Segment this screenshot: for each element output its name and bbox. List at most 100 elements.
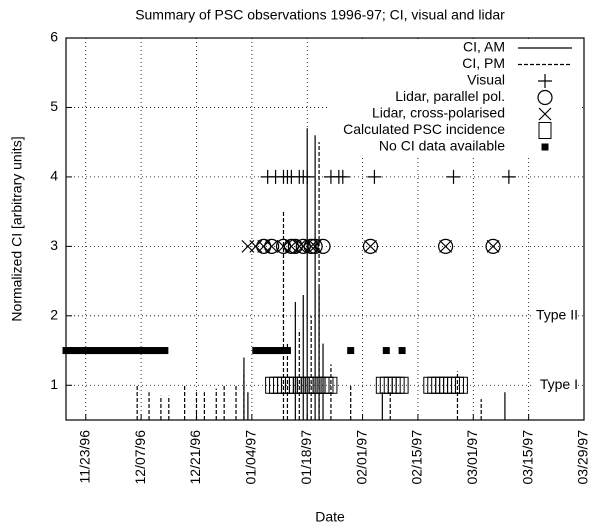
legend-swatch <box>538 74 552 88</box>
filled-square-marker <box>86 347 94 355</box>
y-axis-label: Normalized CI [arbitrary units] <box>9 136 25 321</box>
filled-square-marker <box>66 347 74 355</box>
filled-square-marker <box>256 347 264 355</box>
cross-marker <box>292 239 306 253</box>
square-marker <box>265 376 279 394</box>
circle-marker <box>485 238 501 254</box>
filled-square-marker <box>117 347 125 355</box>
square-marker <box>454 376 468 394</box>
filled-square-marker <box>141 347 149 355</box>
filled-square-marker <box>133 347 141 355</box>
filled-square-marker <box>153 347 161 355</box>
circle-marker <box>307 238 323 254</box>
filled-square-marker <box>94 347 102 355</box>
filled-square-marker <box>121 347 129 355</box>
y-tick-label: 4 <box>50 168 58 184</box>
filled-square-marker <box>279 347 287 355</box>
square-marker <box>269 376 283 394</box>
annotation: Type I <box>540 376 578 392</box>
filled-square-marker <box>347 347 355 355</box>
cross-marker <box>364 239 377 253</box>
plot-frame <box>65 37 585 421</box>
filled-square-marker <box>129 347 137 355</box>
filled-square-marker <box>276 347 284 355</box>
plus-marker <box>335 169 350 184</box>
circle-marker <box>438 238 454 254</box>
plus-marker <box>501 169 516 184</box>
plus-marker <box>300 169 315 184</box>
filled-square-marker <box>264 347 272 355</box>
filled-square-marker <box>260 347 268 355</box>
square-marker <box>280 376 294 394</box>
legend-label: No CI data available <box>379 138 505 154</box>
x-tick-label: 12/21/96 <box>187 430 203 485</box>
circle-marker <box>283 238 299 254</box>
filled-square-marker <box>74 347 82 355</box>
legend-swatch <box>537 89 553 106</box>
y-tick-label: 2 <box>50 307 58 323</box>
filled-square-marker <box>90 347 98 355</box>
filled-square-marker <box>149 347 157 355</box>
square-marker <box>439 376 453 394</box>
square-marker <box>276 376 290 394</box>
filled-square-marker <box>82 347 90 355</box>
circle-marker <box>315 238 331 254</box>
filled-square-marker <box>109 347 117 355</box>
filled-square-marker <box>161 347 169 355</box>
legend-label: Calculated PSC incidence <box>343 121 505 137</box>
square-marker <box>395 376 409 394</box>
filled-square-marker <box>145 347 153 355</box>
legend-swatch <box>538 122 552 139</box>
circle-marker <box>264 238 280 254</box>
filled-square-marker <box>78 347 86 355</box>
filled-square-marker <box>137 347 145 355</box>
square-marker <box>324 376 338 394</box>
legend-label: Lidar, parallel pol. <box>395 88 505 104</box>
filled-square-marker <box>272 347 280 355</box>
annotation-bg <box>532 377 578 394</box>
square-marker <box>447 376 461 394</box>
circle-marker <box>256 238 272 254</box>
filled-square-marker <box>70 347 78 355</box>
cross-marker <box>439 239 453 253</box>
square-marker <box>450 376 464 394</box>
y-tick-label: 6 <box>50 29 58 45</box>
legend-label: CI, AM <box>463 39 505 55</box>
square-marker <box>427 376 441 394</box>
x-tick-label: 12/07/96 <box>132 430 148 485</box>
circle-marker <box>303 238 319 254</box>
square-marker <box>423 376 437 394</box>
x-tick-label: 03/15/97 <box>519 430 535 485</box>
cross-marker <box>486 239 500 253</box>
circle-marker <box>287 238 303 254</box>
filled-square-marker <box>382 347 390 355</box>
filled-square-marker <box>102 347 110 355</box>
plus-marker <box>446 169 461 184</box>
filled-square-marker <box>268 347 276 355</box>
x-axis-label: Date <box>315 509 345 525</box>
filled-square-marker <box>62 347 70 355</box>
legend-label: Visual <box>467 72 505 88</box>
x-tick-label: 01/04/97 <box>243 430 259 485</box>
x-tick-label: 03/01/97 <box>464 430 480 485</box>
filled-square-marker <box>398 347 406 355</box>
x-tick-label: 02/15/97 <box>409 430 425 485</box>
chart-title: Summary of PSC observations 1996-97; CI,… <box>135 7 505 23</box>
legend-bg <box>330 40 582 156</box>
y-tick-label: 3 <box>50 237 58 253</box>
cross-marker <box>265 239 279 253</box>
cross-marker <box>308 239 322 253</box>
annotation: Type II <box>536 307 578 323</box>
plus-marker <box>367 169 382 184</box>
circle-marker <box>295 238 311 254</box>
square-marker <box>431 376 445 394</box>
x-tick-label: 02/01/97 <box>353 430 369 485</box>
filled-square-marker <box>105 347 113 355</box>
y-tick-label: 5 <box>50 98 58 114</box>
filled-square-marker <box>252 347 260 355</box>
filled-square-marker <box>98 347 106 355</box>
legend-swatch <box>538 107 552 121</box>
x-tick-label: 11/23/96 <box>76 430 92 484</box>
